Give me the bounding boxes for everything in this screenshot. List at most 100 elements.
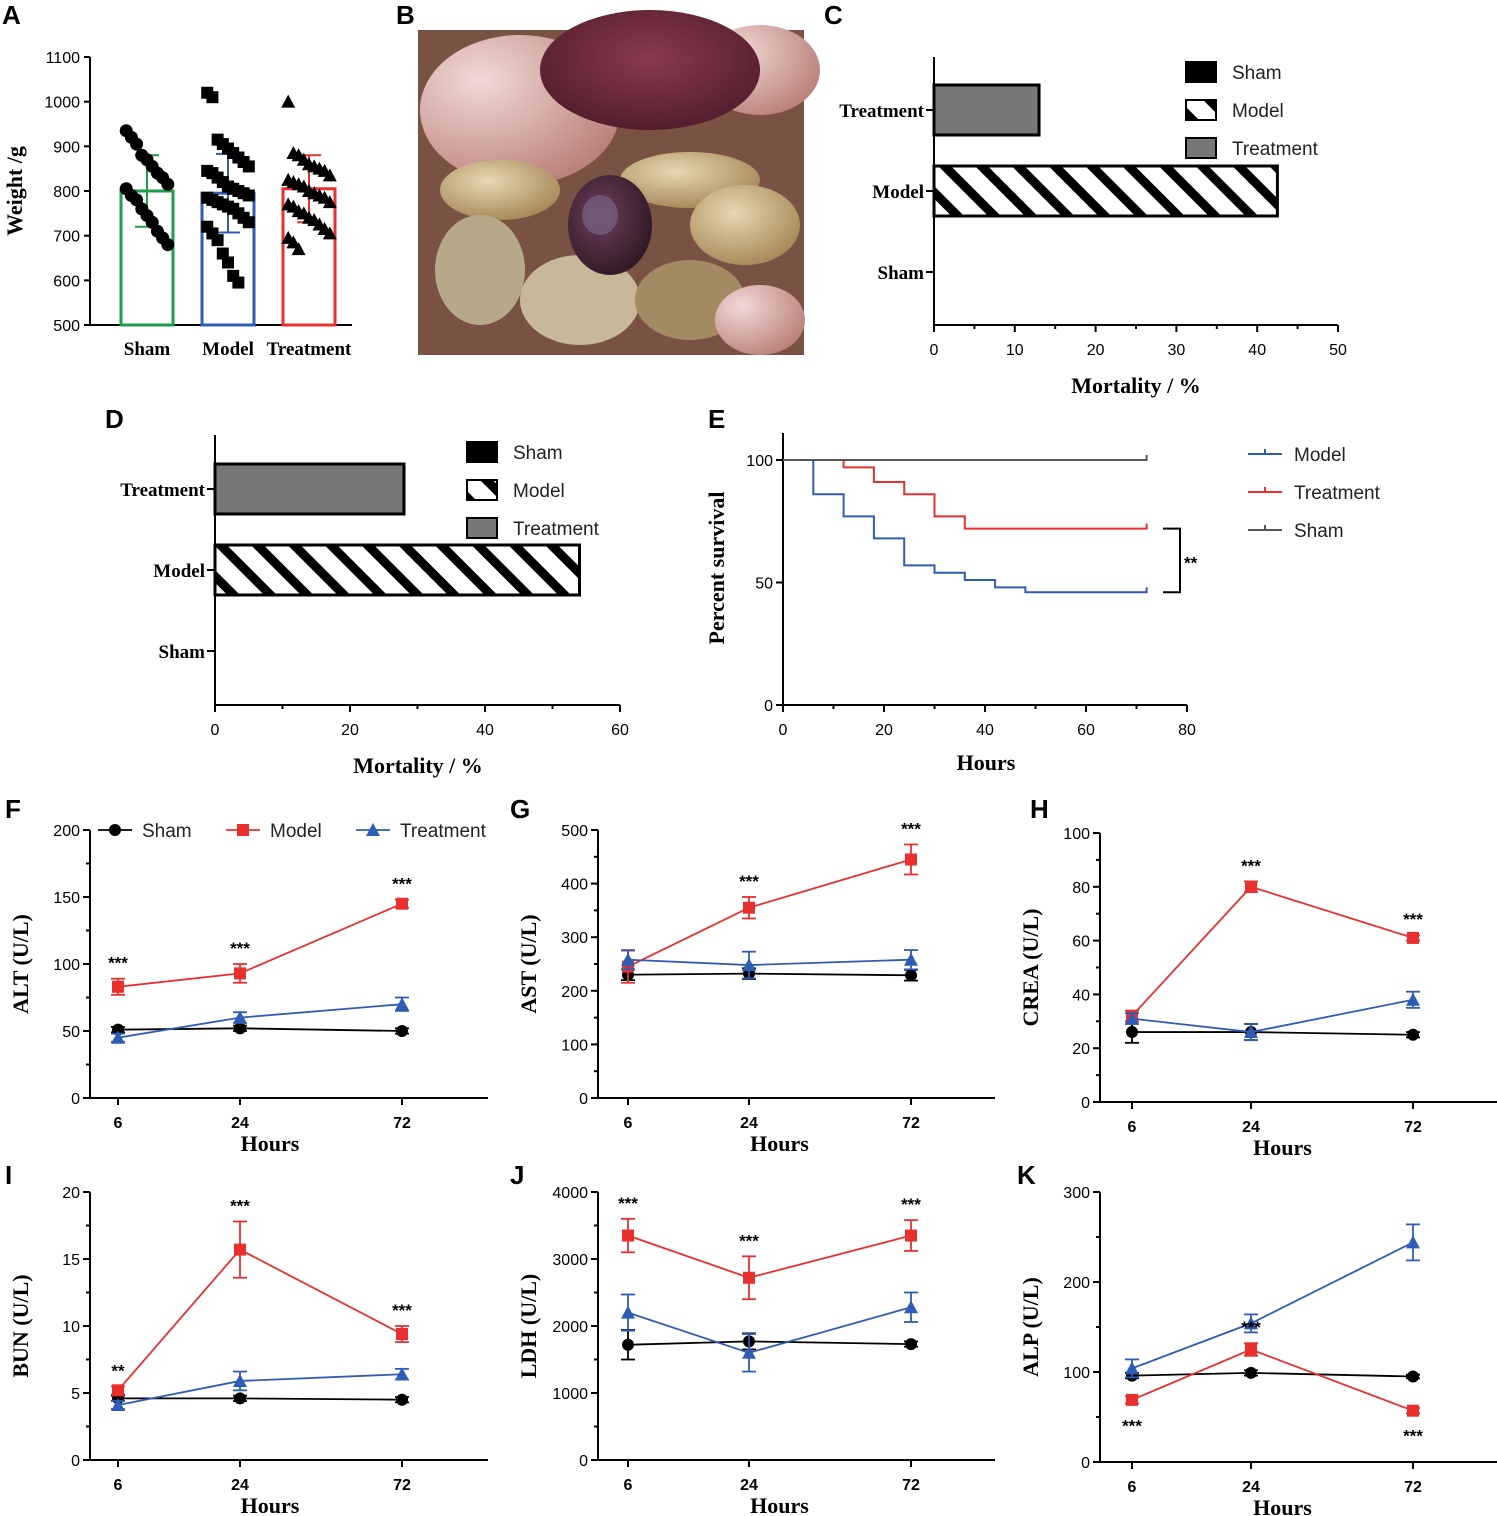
- legend-swatch-model: [1185, 99, 1217, 121]
- series-line-sham: [627, 1340, 912, 1346]
- bar-treatment: [213, 462, 406, 516]
- significance-stars: ***: [1403, 910, 1423, 929]
- marker-treatment: [904, 952, 918, 966]
- marker-treatment: [111, 1398, 125, 1412]
- x-tick-label: 72: [1404, 1479, 1422, 1496]
- survival-line-model: [783, 459, 1147, 594]
- survival-line-treatment: [783, 459, 1147, 530]
- marker-model: [1245, 1343, 1257, 1356]
- surgical-photo: [418, 10, 820, 355]
- x-tick-label: 72: [393, 1477, 411, 1494]
- legend-label: Treatment: [1232, 139, 1319, 160]
- y-tick-label: 20: [62, 1185, 80, 1202]
- x-tick-label: 6: [624, 1477, 633, 1494]
- x-tick-label: 72: [1404, 1119, 1422, 1136]
- y-axis-title: CREA (U/L): [1018, 909, 1043, 1027]
- x-axis-title: Hours: [1253, 1495, 1312, 1516]
- marker-treatment: [1125, 1011, 1139, 1025]
- panel-letter-k: K: [1017, 1160, 1036, 1190]
- significance-stars: ***: [901, 1195, 921, 1214]
- y-tick-label: 100: [1063, 1365, 1090, 1382]
- significance-label: **: [1184, 553, 1198, 572]
- y-axis-title: BUN (U/L): [8, 1274, 33, 1377]
- series-line-sham: [118, 1397, 403, 1401]
- chart-g: 0 100 200 300 400 500 6 24 72 *** *** Hours AST (U/L…: [516, 819, 995, 1156]
- y-tick-label: 0: [1081, 1095, 1090, 1112]
- legend-label: Treatment: [1294, 483, 1381, 504]
- x-category-label: Treatment: [267, 339, 352, 360]
- marker-model: [743, 1271, 755, 1284]
- panel-letter-a: A: [2, 0, 21, 30]
- x-tick-label: 24: [231, 1115, 249, 1132]
- x-axis-title: Hours: [1253, 1135, 1312, 1160]
- marker-sham: [1407, 1370, 1419, 1383]
- series-line-treatment: [627, 1306, 912, 1354]
- significance-stars: **: [111, 1361, 125, 1380]
- panel-letter-i: I: [5, 1160, 12, 1190]
- significance-stars: ***: [1403, 1426, 1423, 1445]
- data-point-model: [211, 234, 224, 247]
- series-line-model: [1131, 885, 1414, 1017]
- x-tick-label: 6: [624, 1115, 633, 1132]
- series-line-treatment: [117, 1003, 403, 1039]
- x-tick-label: 24: [740, 1477, 758, 1494]
- marker-model: [905, 1229, 917, 1242]
- marker-treatment: [233, 1373, 247, 1387]
- marker-sham: [905, 969, 917, 982]
- y-tick-label: 10: [62, 1319, 80, 1336]
- marker-model: [396, 1328, 408, 1341]
- x-axis-title: Hours: [957, 750, 1016, 775]
- y-tick-label: 500: [561, 823, 588, 840]
- marker-treatment: [233, 1010, 247, 1024]
- x-tick-label: 30: [1168, 342, 1186, 359]
- y-tick-label: 3000: [552, 1252, 588, 1269]
- panel-letter-c: C: [824, 0, 843, 30]
- y-axis-title: AST (U/L): [516, 914, 541, 1013]
- x-tick-label: 50: [1329, 342, 1347, 359]
- x-tick-label: 0: [779, 722, 788, 739]
- significance-stars: ***: [1241, 1318, 1261, 1337]
- chart-e: 0 20 40 60 80 0 50 100 Model Treatment Sham ** Hours…: [704, 433, 1381, 775]
- x-tick-label: 72: [902, 1477, 920, 1494]
- marker-model: [622, 1229, 634, 1242]
- x-tick-label: 72: [393, 1115, 411, 1132]
- marker-sham: [622, 1338, 634, 1351]
- x-category-label: Model: [202, 339, 254, 360]
- x-tick-label: 6: [114, 1115, 123, 1132]
- data-point-model: [222, 256, 234, 269]
- marker-sham: [905, 1338, 917, 1351]
- y-tick-label: 800: [53, 184, 80, 201]
- marker-model: [743, 901, 755, 914]
- marker-model: [905, 853, 917, 866]
- x-tick-label: 24: [1242, 1479, 1260, 1496]
- y-tick-label: 80: [1072, 880, 1090, 897]
- y-tick-label: 50: [62, 1024, 80, 1041]
- y-tick-label: 5: [71, 1386, 80, 1403]
- marker-treatment: [1244, 1025, 1258, 1039]
- y-tick-label: 1100: [46, 50, 81, 67]
- data-point-sham: [161, 238, 175, 252]
- legend-label: Sham: [1232, 63, 1282, 84]
- panel-letter-b: B: [396, 0, 415, 30]
- y-tick-label: 0: [579, 1453, 588, 1470]
- x-tick-label: 24: [1242, 1119, 1260, 1136]
- series-line-treatment: [1131, 998, 1414, 1033]
- x-category-label: Sham: [124, 339, 171, 360]
- y-tick-label: 400: [561, 877, 588, 894]
- legend-swatch-treatment: [1185, 137, 1217, 159]
- marker-sham: [109, 824, 121, 836]
- x-tick-label: 6: [1128, 1119, 1137, 1136]
- data-point-treatment: [291, 242, 306, 256]
- x-tick-label: 20: [341, 722, 359, 739]
- marker-treatment: [1244, 1316, 1258, 1330]
- x-tick-label: 6: [114, 1477, 123, 1494]
- x-tick-label: 6: [1128, 1479, 1137, 1496]
- data-point-model: [242, 216, 255, 229]
- marker-model: [1407, 931, 1419, 944]
- y-category-label: Model: [872, 182, 924, 203]
- y-tick-label: 40: [1072, 987, 1090, 1004]
- series-line-treatment: [117, 1373, 403, 1406]
- y-tick-label: 15: [62, 1252, 80, 1269]
- y-axis-title: Weight /g: [2, 146, 27, 236]
- data-point-treatment: [322, 195, 337, 209]
